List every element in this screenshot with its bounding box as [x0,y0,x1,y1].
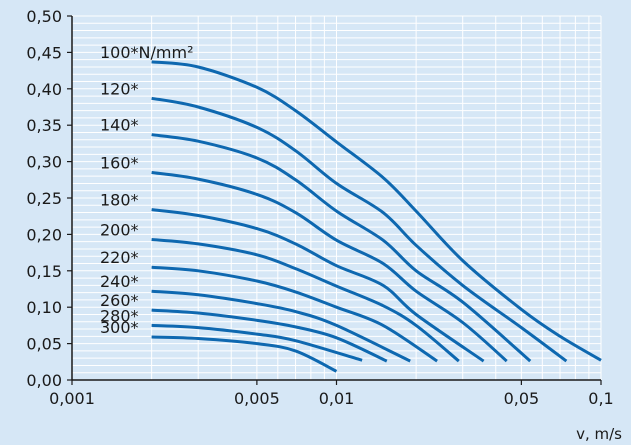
series-line-2 [151,96,568,363]
y-tick-label: 0,45 [26,43,62,62]
axes: 0,00 0,05 0,10 0,15 0,20 0,25 0,30 0,35 0,40 0,45… [26,7,613,408]
series-line-11 [151,335,338,373]
y-tick-label: 0,40 [26,80,62,99]
y-tick-label: 0,30 [26,153,62,172]
series-line-7 [151,265,438,363]
series-lines [151,60,602,373]
series-line-10 [151,323,363,362]
x-tick-label: 0,05 [504,389,540,408]
series-line-3 [151,133,532,363]
series-label-8: 240* [100,272,139,291]
y-tick-label: 0,50 [26,7,62,26]
x-tick-label: 0,1 [588,389,613,408]
y-tick-label: 0,05 [26,335,62,354]
series-label-1: 100*N/mm² [100,43,193,62]
series-label-7: 220* [100,248,139,267]
series-line-4 [151,171,508,363]
x-tick-label: 0,005 [234,389,280,408]
y-tick-label: 0,10 [26,298,62,317]
x-tick-label: 0,001 [49,389,95,408]
series-line-5 [151,208,485,363]
y-tick-label: 0,00 [26,371,62,390]
series-label-4: 160* [100,154,139,173]
y-tick-label: 0,25 [26,189,62,208]
y-tick-label: 0,35 [26,116,62,135]
series-label-10: 280* [100,306,139,325]
series-label-5: 180* [100,191,139,210]
series-label-3: 140* [100,116,139,135]
x-tick-label: 0,01 [319,389,355,408]
series-label-2: 120* [100,79,139,98]
series-label-11: 300* [100,318,139,337]
x-axis-label: v, m/s [576,425,622,443]
series-line-1 [151,60,602,362]
y-tick-label: 0,20 [26,225,62,244]
series-labels: 100*N/mm² 120* 140* 160* 180* 200* 220* 240*260… [100,43,193,337]
series-line-8 [151,289,411,363]
y-tick-label: 0,15 [26,262,62,281]
series-line-9 [151,308,388,363]
series-label-6: 200* [100,220,139,239]
series-label-9: 260* [100,291,139,310]
series-line-6 [151,238,460,363]
